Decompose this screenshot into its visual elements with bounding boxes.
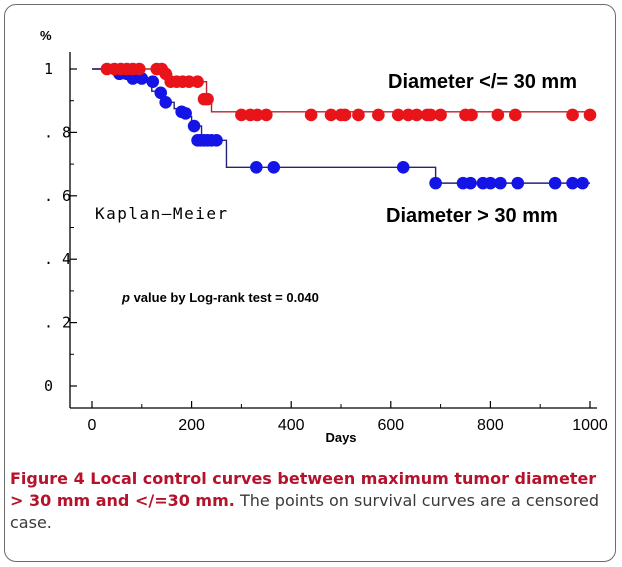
p-symbol: p: [121, 290, 130, 305]
censor-point-gt30: [494, 176, 507, 190]
censor-point-le30: [583, 108, 597, 122]
censor-point-gt30: [179, 107, 192, 120]
censor-markers: [100, 62, 597, 190]
censor-point-gt30: [576, 176, 589, 190]
censor-point-gt30: [159, 95, 173, 109]
censor-point-gt30: [429, 176, 442, 190]
censor-point-gt30: [126, 72, 140, 85]
censor-point-gt30: [250, 160, 263, 174]
figure-frame: [4, 4, 616, 562]
censor-point-le30: [410, 108, 423, 122]
censor-point-le30: [424, 108, 437, 122]
censor-point-le30: [352, 108, 365, 122]
censor-point-le30: [509, 108, 522, 122]
censor-point-le30: [434, 108, 447, 122]
censor-point-gt30: [146, 75, 160, 88]
y-tick-label: 1: [44, 60, 53, 78]
y-tick-label: . 4: [44, 250, 71, 268]
series-label-le30: Diameter </= 30 mm: [388, 71, 577, 93]
censor-point-le30: [304, 108, 318, 122]
censor-point-le30: [201, 92, 214, 106]
y-tick-label: . 8: [44, 123, 71, 141]
censor-point-gt30: [187, 119, 201, 133]
axes: 0 . 2 . 4 . 6 . 8 1% 0 200 400 600 800 1000 Days: [40, 28, 608, 445]
censor-point-le30: [251, 108, 264, 122]
censor-point-gt30: [267, 160, 281, 174]
y-tick-label: . 2: [44, 314, 71, 332]
kaplan-meier-chart: 0 . 2 . 4 . 6 . 8 1% 0 200 400 600 800 1000 Days Dia…: [40, 28, 608, 445]
censor-point-le30: [260, 108, 273, 122]
censor-point-gt30: [464, 176, 477, 190]
logrank-label: p value by Log-rank test = 0.040: [121, 290, 319, 305]
caption-body: The points on survival curves are a cens…: [10, 491, 600, 532]
x-tick-label: 800: [477, 417, 504, 434]
y-tick-label: . 6: [44, 187, 71, 205]
x-tick-label: 200: [178, 417, 205, 434]
censor-point-le30: [133, 62, 146, 76]
censor-point-le30: [391, 108, 405, 122]
caption-title: Figure 4 Local control curves between ma…: [10, 469, 597, 510]
censor-point-gt30: [511, 176, 525, 190]
logrank-text: value by Log-rank test = 0.040: [130, 290, 319, 305]
censor-point-le30: [338, 108, 352, 122]
x-tick-label: 400: [278, 417, 305, 434]
figure-caption: Figure 4 Local control curves between ma…: [10, 468, 606, 534]
censor-point-gt30: [135, 72, 149, 85]
censor-point-gt30: [210, 134, 223, 147]
x-tick-label: 1000: [572, 417, 608, 434]
x-axis-label: Days: [325, 430, 356, 445]
censor-point-le30: [235, 108, 248, 122]
censor-point-le30: [372, 108, 385, 122]
x-tick-label: 600: [377, 417, 404, 434]
censor-point-gt30: [566, 176, 579, 190]
censor-point-le30: [566, 108, 579, 122]
x-tick-label: 0: [88, 417, 97, 434]
censor-point-le30: [191, 75, 204, 88]
chart-container: 0 . 2 . 4 . 6 . 8 1% 0 200 400 600 800 1000 Days Dia…: [40, 28, 608, 445]
censor-point-gt30: [484, 176, 497, 190]
method-label: Kaplan–Meier: [95, 204, 229, 223]
y-tick-label: 0: [44, 377, 53, 395]
censor-point-gt30: [154, 86, 168, 100]
censor-point-gt30: [396, 160, 410, 174]
censor-point-le30: [491, 108, 505, 122]
censor-point-le30: [465, 108, 478, 122]
y-axis-label: %: [40, 28, 52, 43]
series-label-gt30: Diameter > 30 mm: [386, 205, 558, 227]
censor-point-le30: [324, 108, 338, 122]
censor-point-gt30: [548, 176, 562, 190]
chart-labels: Diameter </= 30 mm Diameter > 30 mm Kaplan…: [95, 71, 577, 305]
